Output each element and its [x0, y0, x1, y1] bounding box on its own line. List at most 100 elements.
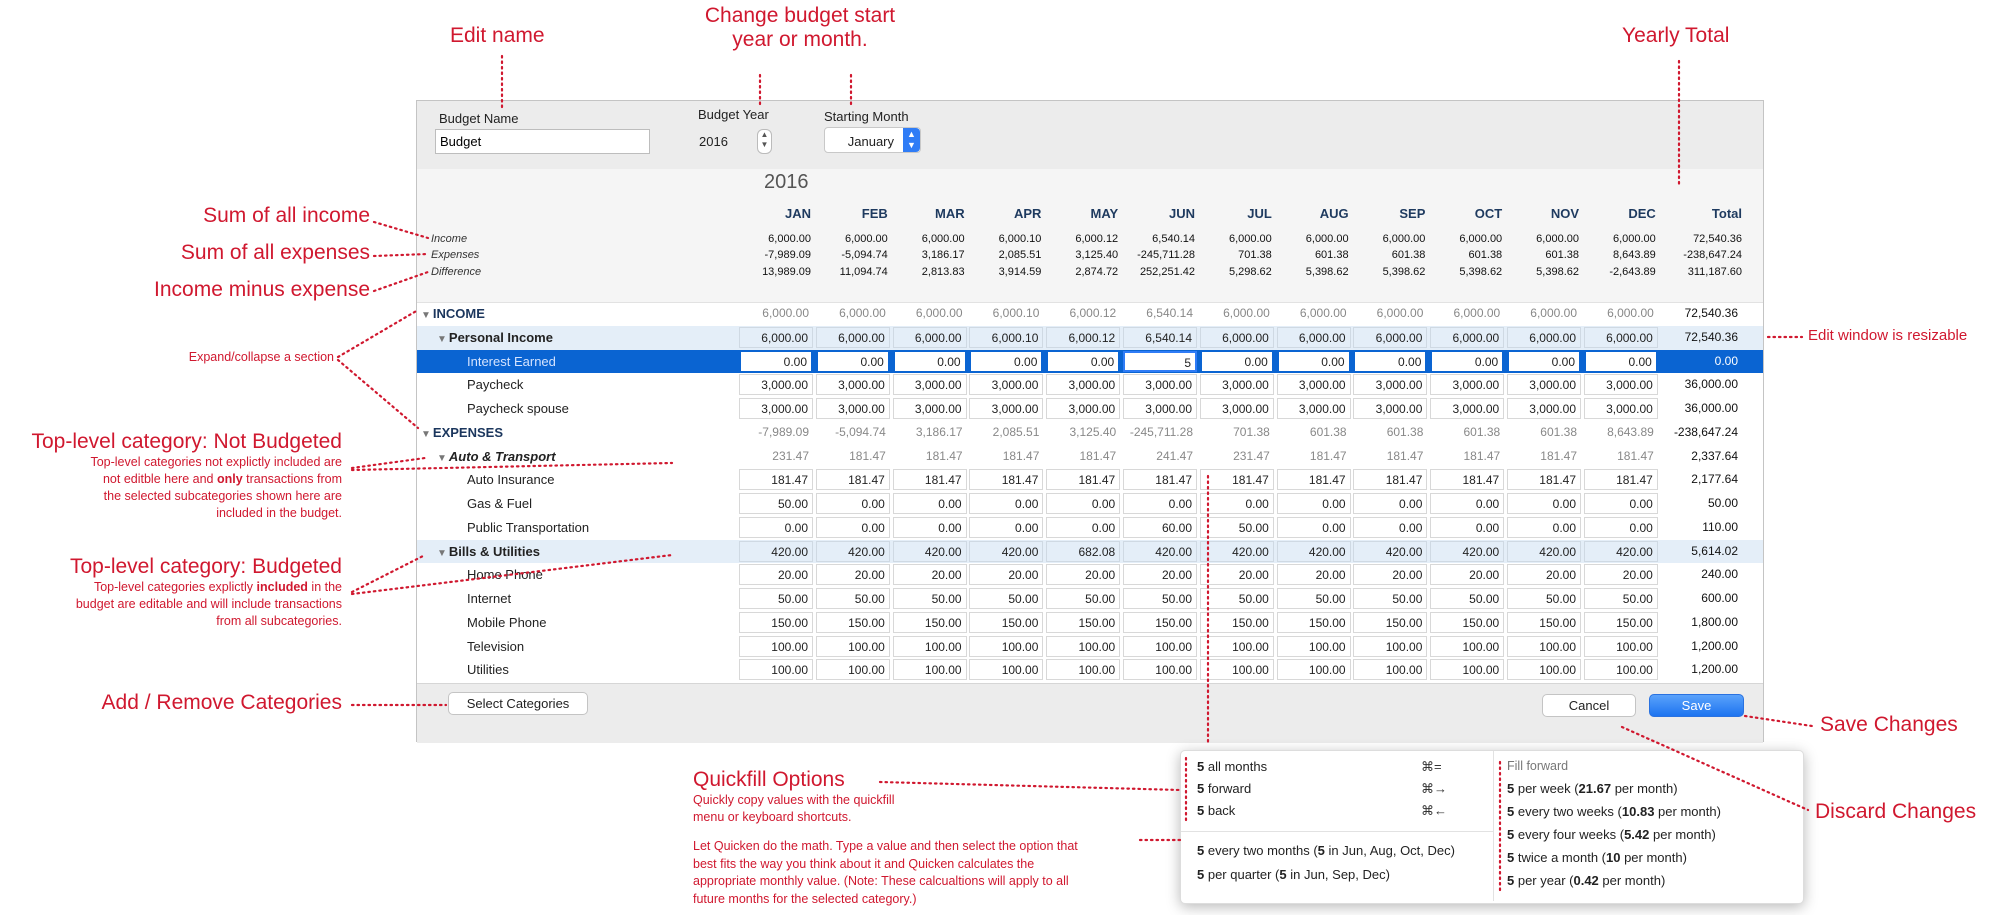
- table-row[interactable]: ▼ Auto & Transport 231.47 181.47 181.47 181.4…: [417, 445, 1763, 469]
- budget-cell-feb[interactable]: 0.00: [815, 516, 890, 538]
- budget-cell-feb[interactable]: 150.00: [815, 611, 890, 633]
- budget-cell-mar[interactable]: 6,000.00: [892, 326, 967, 348]
- budget-cell-apr[interactable]: 100.00: [969, 635, 1044, 657]
- budget-cell-feb[interactable]: 3,000.00: [815, 398, 890, 419]
- budget-cell-sep[interactable]: 181.47: [1353, 469, 1428, 491]
- budget-cell-nov[interactable]: 3,000.00: [1507, 398, 1581, 419]
- table-row[interactable]: Mobile Phone 150.00 150.00 150.00 150.00 150.…: [417, 611, 1763, 635]
- budget-cell-feb[interactable]: 100.00: [815, 635, 890, 657]
- budget-cell-aug[interactable]: 0.00: [1276, 493, 1351, 514]
- budget-cell-may[interactable]: 682.08: [1046, 540, 1121, 562]
- budget-cell-feb[interactable]: 0.00: [815, 350, 890, 372]
- budget-cell-mar[interactable]: 20.00: [892, 564, 967, 586]
- table-row[interactable]: Internet 50.00 50.00 50.00 50.00 50.00 50.00 50…: [417, 587, 1763, 611]
- budget-cell-jan[interactable]: 0.00: [739, 516, 813, 538]
- budget-cell-aug[interactable]: 100.00: [1276, 635, 1351, 657]
- budget-cell-jul[interactable]: 181.47: [1199, 469, 1274, 491]
- budget-cell-jan[interactable]: 50.00: [739, 493, 813, 514]
- budget-cell-oct[interactable]: 20.00: [1430, 564, 1505, 586]
- table-row[interactable]: Television 100.00 100.00 100.00 100.00 100.00…: [417, 635, 1763, 659]
- budget-cell-oct[interactable]: 100.00: [1430, 635, 1505, 657]
- budget-cell-may[interactable]: 3,000.00: [1046, 374, 1121, 396]
- quickfill-item[interactable]: 5 all months: [1197, 759, 1267, 774]
- budget-cell-editing[interactable]: 5: [1123, 350, 1197, 372]
- budget-cell-sep[interactable]: 3,000.00: [1353, 398, 1428, 419]
- budget-cell-aug[interactable]: 3,000.00: [1276, 398, 1351, 419]
- budget-cell-aug[interactable]: 6,000.00: [1276, 326, 1351, 348]
- quickfill-item[interactable]: 5 back: [1197, 803, 1235, 818]
- budget-cell-jul[interactable]: 0.00: [1199, 493, 1274, 514]
- budget-cell-sep[interactable]: 0.00: [1353, 493, 1428, 514]
- budget-cell-apr[interactable]: 0.00: [969, 516, 1044, 538]
- budget-cell-aug[interactable]: 3,000.00: [1276, 374, 1351, 396]
- budget-cell-nov[interactable]: 0.00: [1507, 493, 1581, 514]
- budget-cell-oct[interactable]: 0.00: [1430, 516, 1505, 538]
- budget-cell-oct[interactable]: 6,000.00: [1430, 326, 1505, 348]
- disclosure-triangle-icon[interactable]: ▼: [437, 547, 447, 559]
- budget-cell-jan[interactable]: 100.00: [739, 659, 813, 681]
- table-row[interactable]: Utilities 100.00 100.00 100.00 100.00 100.00 1…: [417, 658, 1763, 682]
- budget-cell-apr[interactable]: 50.00: [969, 588, 1044, 609]
- budget-cell-sep[interactable]: 6,000.00: [1353, 326, 1428, 348]
- budget-cell-may[interactable]: 20.00: [1046, 564, 1121, 586]
- budget-cell-jan[interactable]: 420.00: [739, 540, 813, 562]
- budget-cell-may[interactable]: 50.00: [1046, 588, 1121, 609]
- budget-cell-apr[interactable]: 3,000.00: [969, 398, 1044, 419]
- budget-cell-may[interactable]: 6,000.12: [1046, 326, 1121, 348]
- budget-cell-may[interactable]: 150.00: [1046, 611, 1121, 633]
- budget-cell-nov[interactable]: 50.00: [1507, 588, 1581, 609]
- budget-cell-may[interactable]: 0.00: [1046, 516, 1121, 538]
- table-row[interactable]: ▼ EXPENSES -7,989.09 -5,094.74 3,186.17 2,085…: [417, 421, 1763, 445]
- chevron-up-icon[interactable]: ▲: [760, 130, 769, 139]
- budget-cell-mar[interactable]: 50.00: [892, 588, 967, 609]
- starting-month-select[interactable]: January ▲ ▼: [824, 127, 921, 153]
- budget-cell-dec[interactable]: 3,000.00: [1583, 398, 1658, 419]
- budget-cell-dec[interactable]: 0.00: [1583, 350, 1658, 372]
- budget-cell-feb[interactable]: 3,000.00: [815, 374, 890, 396]
- quickfill-item[interactable]: 5 forward: [1197, 781, 1251, 796]
- budget-cell-apr[interactable]: 181.47: [969, 469, 1044, 491]
- budget-name-input[interactable]: [435, 129, 650, 154]
- budget-cell-jun[interactable]: 6,540.14: [1123, 326, 1197, 348]
- budget-cell-jul[interactable]: 50.00: [1199, 516, 1274, 538]
- period-fill-item[interactable]: 5 per quarter (5 in Jun, Sep, Dec): [1197, 867, 1390, 882]
- budget-cell-jun[interactable]: 20.00: [1123, 564, 1197, 586]
- budget-cell-apr[interactable]: 150.00: [969, 611, 1044, 633]
- budget-cell-apr[interactable]: 6,000.10: [969, 326, 1044, 348]
- budget-cell-jun[interactable]: 100.00: [1123, 659, 1197, 681]
- budget-cell-may[interactable]: 0.00: [1046, 350, 1121, 372]
- budget-cell-dec[interactable]: 100.00: [1583, 659, 1658, 681]
- budget-cell-feb[interactable]: 6,000.00: [815, 326, 890, 348]
- budget-cell-oct[interactable]: 420.00: [1430, 540, 1505, 562]
- disclosure-triangle-icon[interactable]: ▼: [437, 333, 447, 345]
- budget-cell-mar[interactable]: 0.00: [892, 493, 967, 514]
- table-row[interactable]: Public Transportation 0.00 0.00 0.00 0.00 0.0…: [417, 516, 1763, 540]
- budget-cell-may[interactable]: 181.47: [1046, 469, 1121, 491]
- table-row[interactable]: Paycheck spouse 3,000.00 3,000.00 3,000.00 3…: [417, 397, 1763, 421]
- budget-cell-jul[interactable]: 420.00: [1199, 540, 1274, 562]
- budget-cell-nov[interactable]: 3,000.00: [1507, 374, 1581, 396]
- budget-cell-oct[interactable]: 3,000.00: [1430, 398, 1505, 419]
- fill-forward-item[interactable]: 5 every two weeks (10.83 per month): [1507, 804, 1721, 819]
- table-row[interactable]: ▼ INCOME 6,000.00 6,000.00 6,000.00 6,000.10 6…: [417, 302, 1763, 326]
- budget-cell-mar[interactable]: 100.00: [892, 635, 967, 657]
- budget-cell-may[interactable]: 100.00: [1046, 659, 1121, 681]
- table-row[interactable]: ▼ Personal Income 6,000.00 6,000.00 6,000.00…: [417, 325, 1763, 350]
- budget-cell-jul[interactable]: 150.00: [1199, 611, 1274, 633]
- budget-cell-aug[interactable]: 181.47: [1276, 469, 1351, 491]
- chevron-down-icon[interactable]: ▼: [760, 140, 769, 149]
- table-row[interactable]: Interest Earned 0.00 0.00 0.00 0.00 0.00 5 0.00…: [417, 349, 1763, 374]
- budget-cell-oct[interactable]: 181.47: [1430, 469, 1505, 491]
- budget-cell-sep[interactable]: 3,000.00: [1353, 374, 1428, 396]
- budget-cell-feb[interactable]: 50.00: [815, 588, 890, 609]
- budget-cell-jan[interactable]: 181.47: [739, 469, 813, 491]
- budget-cell-sep[interactable]: 20.00: [1353, 564, 1428, 586]
- budget-cell-aug[interactable]: 50.00: [1276, 588, 1351, 609]
- budget-cell-mar[interactable]: 3,000.00: [892, 374, 967, 396]
- budget-cell-feb[interactable]: 20.00: [815, 564, 890, 586]
- budget-cell-nov[interactable]: 0.00: [1507, 350, 1581, 372]
- table-row[interactable]: Paycheck 3,000.00 3,000.00 3,000.00 3,000.00…: [417, 373, 1763, 397]
- budget-cell-jan[interactable]: 20.00: [739, 564, 813, 586]
- budget-cell-nov[interactable]: 6,000.00: [1507, 326, 1581, 348]
- budget-cell-nov[interactable]: 181.47: [1507, 469, 1581, 491]
